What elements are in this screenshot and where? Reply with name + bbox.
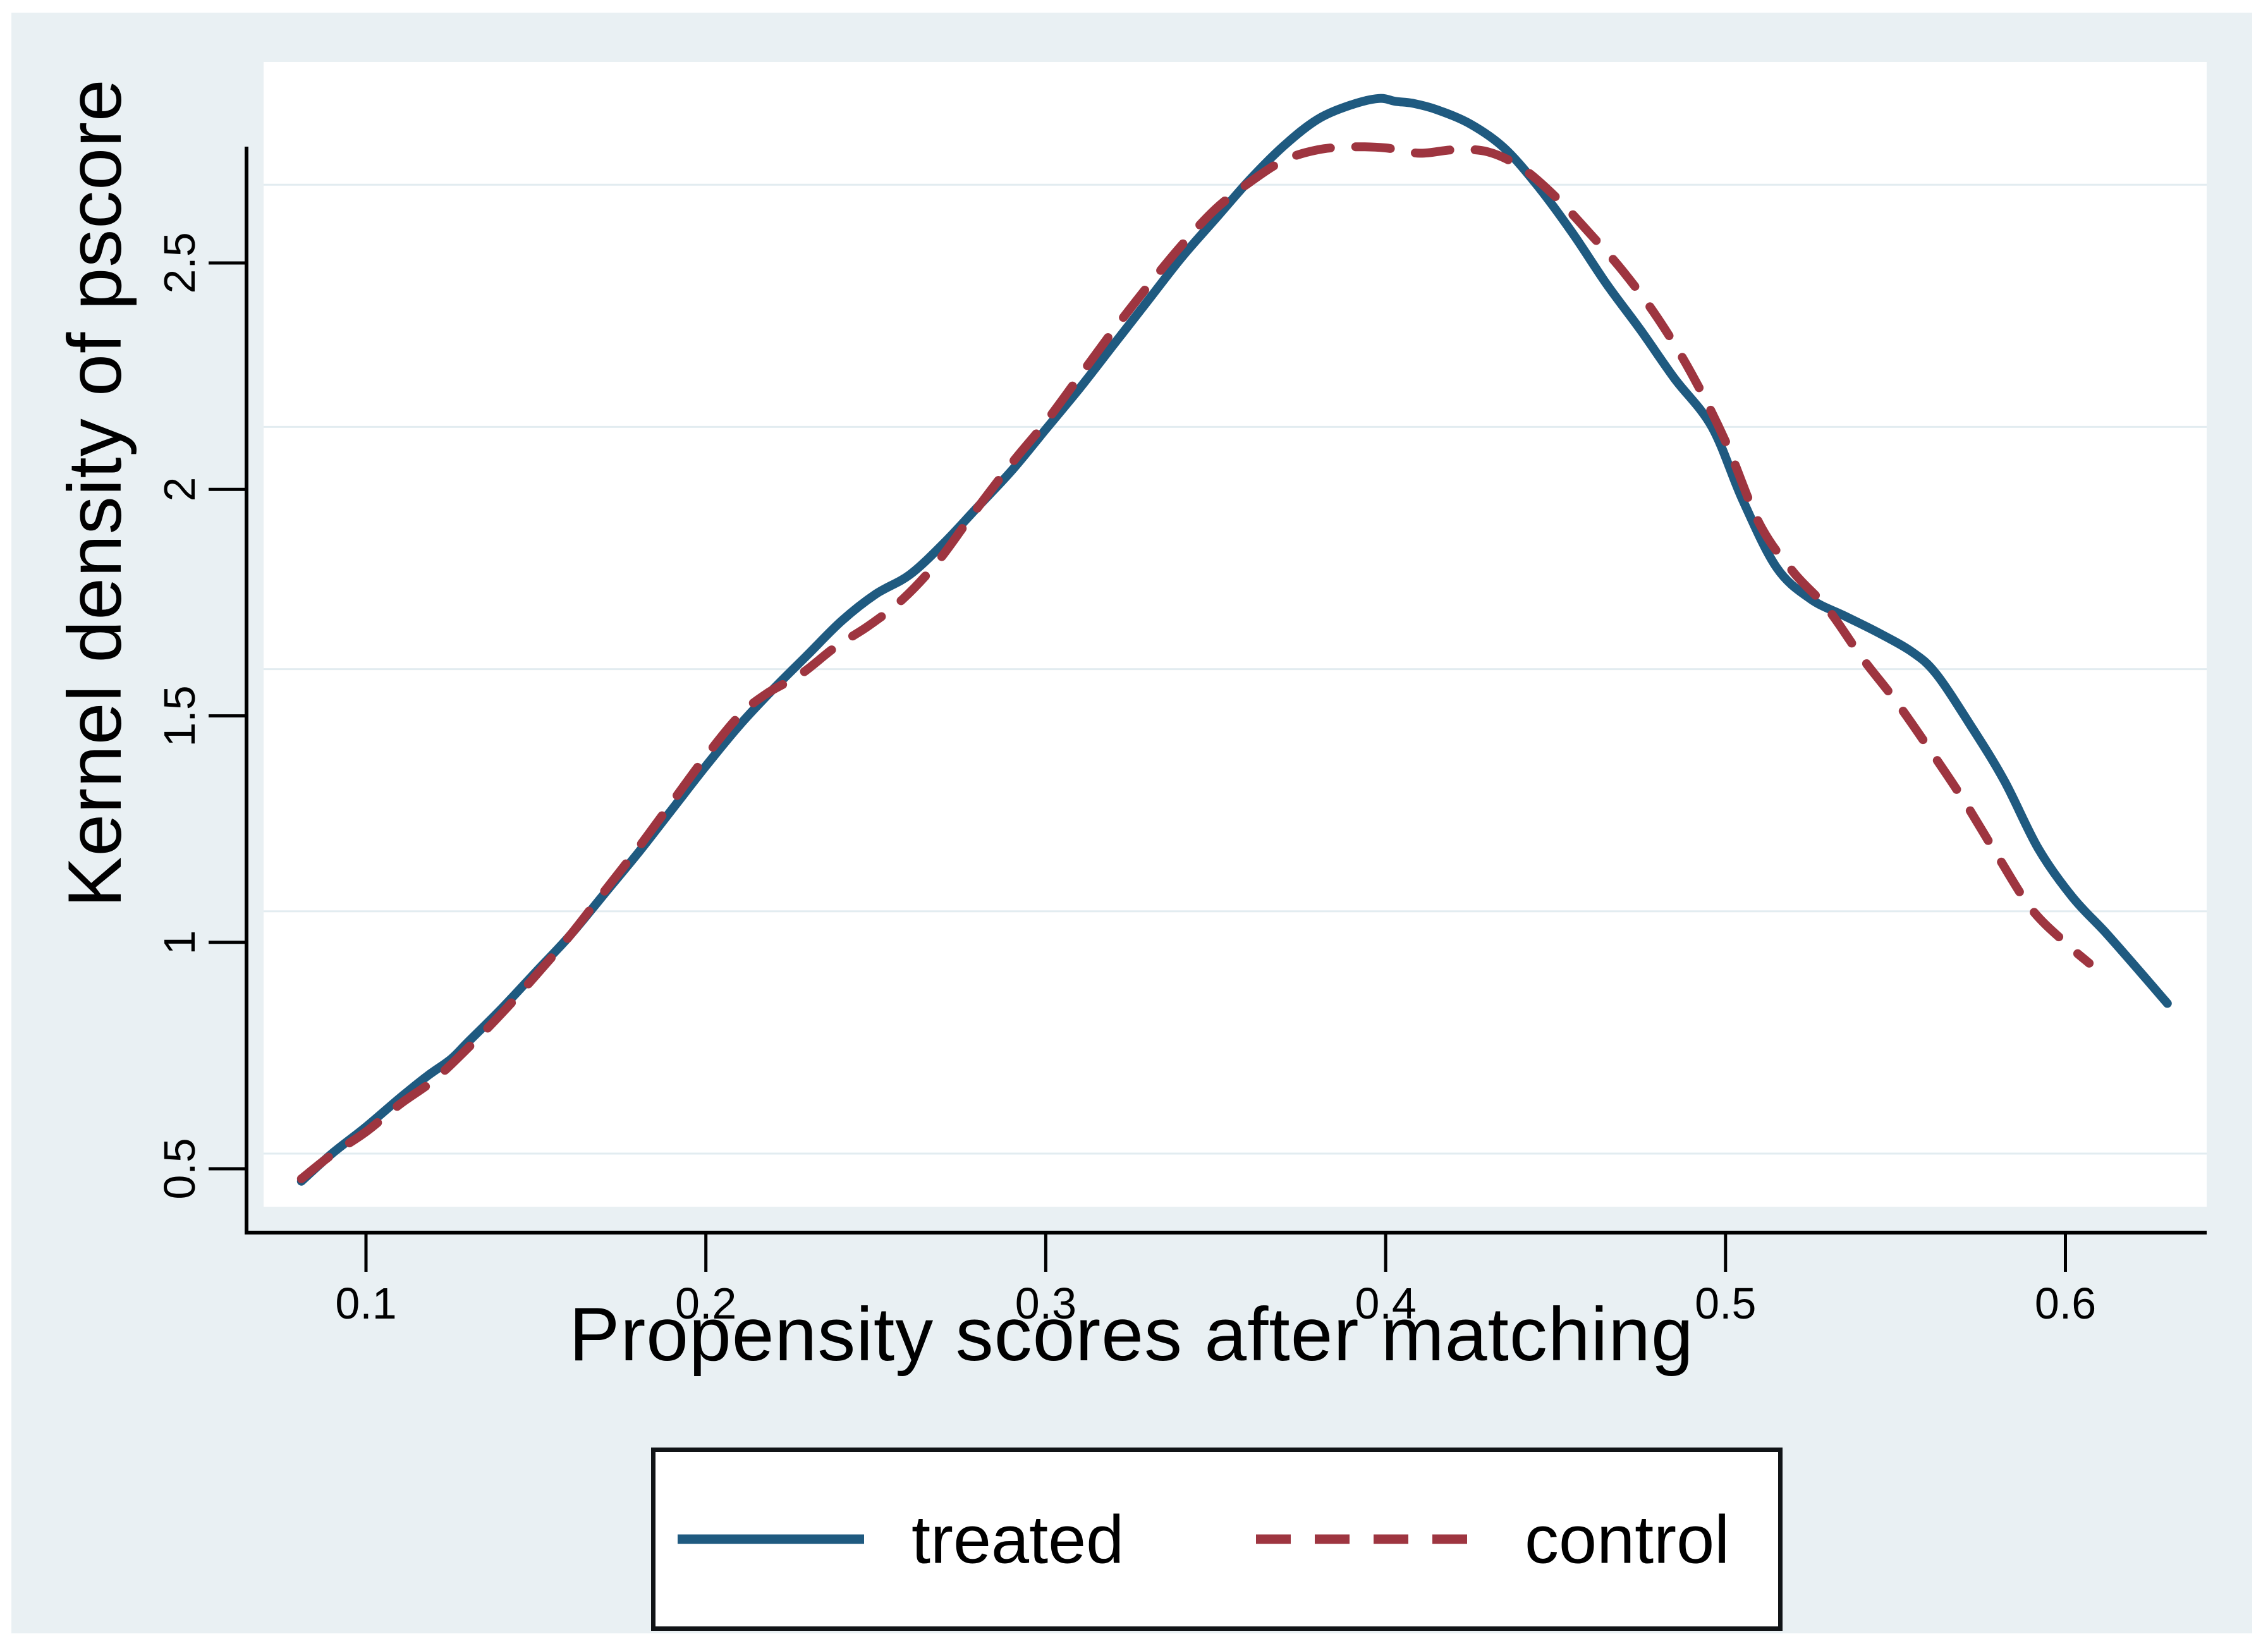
x-axis-title: Propensity scores after matching: [569, 1292, 1694, 1377]
x-tick-label: 0.4: [1355, 1279, 1417, 1328]
legend-label-treated: treated: [911, 1501, 1125, 1578]
legend-label-control: control: [1525, 1501, 1730, 1578]
treated-curve: [296, 94, 2172, 1186]
y-tick-label: 2.5: [155, 232, 204, 294]
y-tick-label: 1.5: [155, 685, 204, 747]
x-tick-label: 0.1: [335, 1279, 397, 1328]
x-tick-label: 0.6: [2034, 1279, 2097, 1328]
treated-line-swatch: [678, 1534, 864, 1544]
y-tick-label: 1: [155, 930, 204, 955]
x-tick-label: 0.5: [1695, 1279, 1757, 1328]
legend: treated control: [651, 1448, 1783, 1631]
y-tick-label: 0.5: [155, 1138, 204, 1200]
y-tick-label: 2: [155, 477, 204, 502]
control-line-swatch: [1256, 1534, 1467, 1544]
y-axis-title: Kernel density of pscore: [52, 78, 137, 908]
x-tick-label: 0.3: [1015, 1279, 1077, 1328]
control-curve: [296, 142, 2094, 1183]
x-tick-label: 0.2: [675, 1279, 737, 1328]
